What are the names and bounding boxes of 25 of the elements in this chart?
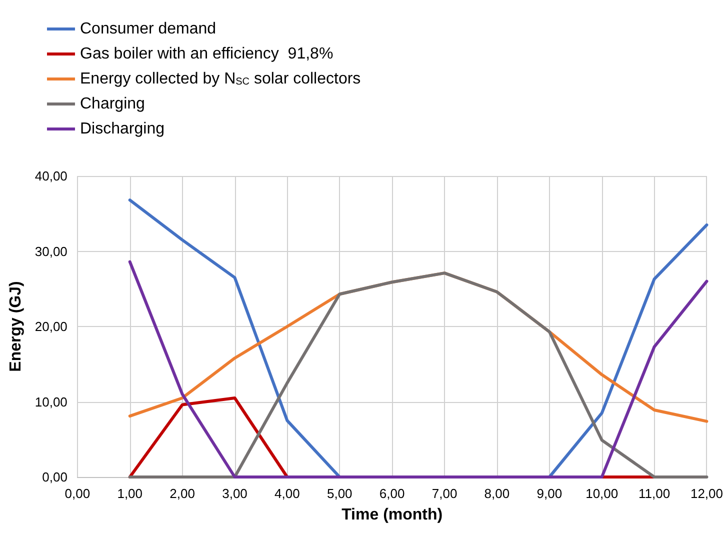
y-tick-label: 20,00: [34, 319, 68, 334]
y-tick-label: 40,00: [34, 168, 68, 184]
x-tick-label: 3,00: [222, 486, 248, 501]
x-tick-label: 10,00: [586, 486, 618, 501]
legend-label: Gas boiler with an efficiency 91,8%: [80, 46, 334, 62]
x-tick-label: 9,00: [536, 486, 562, 501]
legend-label: Consumer demand: [80, 20, 216, 38]
x-tick-label: 0,00: [64, 486, 90, 501]
y-tick-label: 10,00: [34, 394, 68, 410]
x-tick-label: 7,00: [432, 486, 458, 501]
legend-label: Charging: [80, 96, 145, 112]
x-tick-label: 2,00: [170, 486, 195, 501]
x-tick-label: 12,00: [690, 486, 724, 501]
x-tick-label: 8,00: [484, 486, 510, 501]
x-tick-label: 1,00: [117, 486, 143, 501]
x-tick-label: 6,00: [379, 486, 405, 501]
y-axis-title: Energy (GJ): [8, 281, 24, 372]
legend-label: Energy collected by NSC solar collectors: [80, 70, 361, 88]
x-tick-label: 4,00: [274, 486, 300, 501]
x-tick-label: 11,00: [638, 486, 670, 501]
x-tick-label: 5,00: [326, 486, 352, 501]
y-tick-label: 0,00: [42, 470, 68, 484]
y-tick-label: 30,00: [34, 244, 68, 259]
x-axis-title: Time (month): [342, 506, 443, 524]
legend-label: Discharging: [80, 120, 164, 138]
